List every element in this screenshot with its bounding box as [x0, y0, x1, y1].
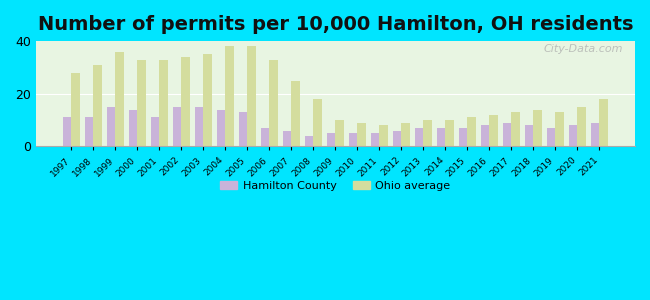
Bar — [423, 120, 432, 146]
Bar — [313, 99, 322, 146]
Bar — [415, 128, 423, 146]
Bar — [335, 120, 344, 146]
Bar — [181, 57, 190, 146]
Bar — [503, 123, 512, 146]
Bar — [248, 46, 255, 146]
Bar — [63, 118, 72, 146]
Bar — [217, 110, 226, 146]
Bar — [269, 59, 278, 146]
Bar — [72, 73, 80, 146]
Bar — [591, 123, 599, 146]
Bar — [239, 112, 248, 146]
Bar — [159, 59, 168, 146]
Bar — [393, 130, 402, 146]
Bar — [358, 123, 366, 146]
Legend: Hamilton County, Ohio average: Hamilton County, Ohio average — [216, 177, 455, 196]
Bar — [577, 107, 586, 146]
Bar — [525, 125, 534, 146]
Bar — [137, 59, 146, 146]
Bar — [599, 99, 608, 146]
Bar — [291, 81, 300, 146]
Bar — [226, 46, 234, 146]
Bar — [402, 123, 410, 146]
Bar — [349, 133, 358, 146]
Bar — [467, 118, 476, 146]
Bar — [203, 54, 212, 146]
Bar — [305, 136, 313, 146]
Bar — [115, 52, 124, 146]
Bar — [437, 128, 445, 146]
Text: City-Data.com: City-Data.com — [543, 44, 623, 54]
Bar — [380, 125, 388, 146]
Bar — [173, 107, 181, 146]
Bar — [94, 65, 101, 146]
Bar — [107, 107, 115, 146]
Bar — [327, 133, 335, 146]
Bar — [85, 118, 94, 146]
Bar — [555, 112, 564, 146]
Bar — [489, 115, 498, 146]
Bar — [512, 112, 520, 146]
Bar — [371, 133, 380, 146]
Bar — [569, 125, 577, 146]
Bar — [151, 118, 159, 146]
Bar — [547, 128, 555, 146]
Bar — [261, 128, 269, 146]
Bar — [129, 110, 137, 146]
Title: Number of permits per 10,000 Hamilton, OH residents: Number of permits per 10,000 Hamilton, O… — [38, 15, 633, 34]
Bar — [459, 128, 467, 146]
Bar — [195, 107, 203, 146]
Bar — [283, 130, 291, 146]
Bar — [481, 125, 489, 146]
Bar — [534, 110, 541, 146]
Bar — [445, 120, 454, 146]
